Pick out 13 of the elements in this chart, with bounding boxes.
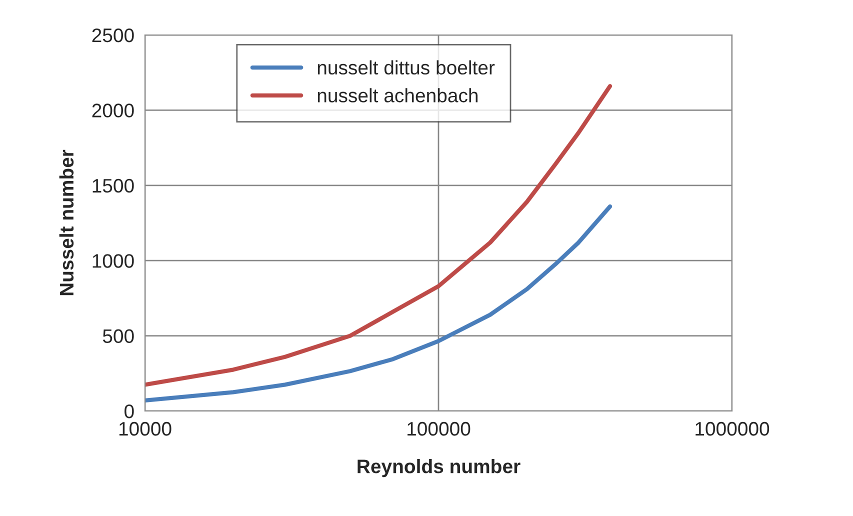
y-axis-title: Nusselt number: [59, 150, 74, 296]
y-tick-label: 1000: [92, 254, 134, 268]
x-axis-title: Reynolds number: [358, 458, 520, 478]
legend-label: nusselt dittus boelter: [318, 60, 495, 75]
y-tick-label: 2500: [92, 28, 134, 42]
x-tick-label: 1000000: [696, 422, 770, 436]
y-tick-label: 1500: [92, 178, 134, 193]
x-tick-label: 10000: [119, 422, 172, 436]
y-tick-label: 2000: [92, 104, 134, 118]
y-tick-label: 500: [102, 329, 134, 344]
y-tick-label: 0: [124, 404, 134, 418]
x-tick-label: 100000: [408, 422, 470, 436]
legend-label: nusselt achenbach: [318, 88, 478, 102]
